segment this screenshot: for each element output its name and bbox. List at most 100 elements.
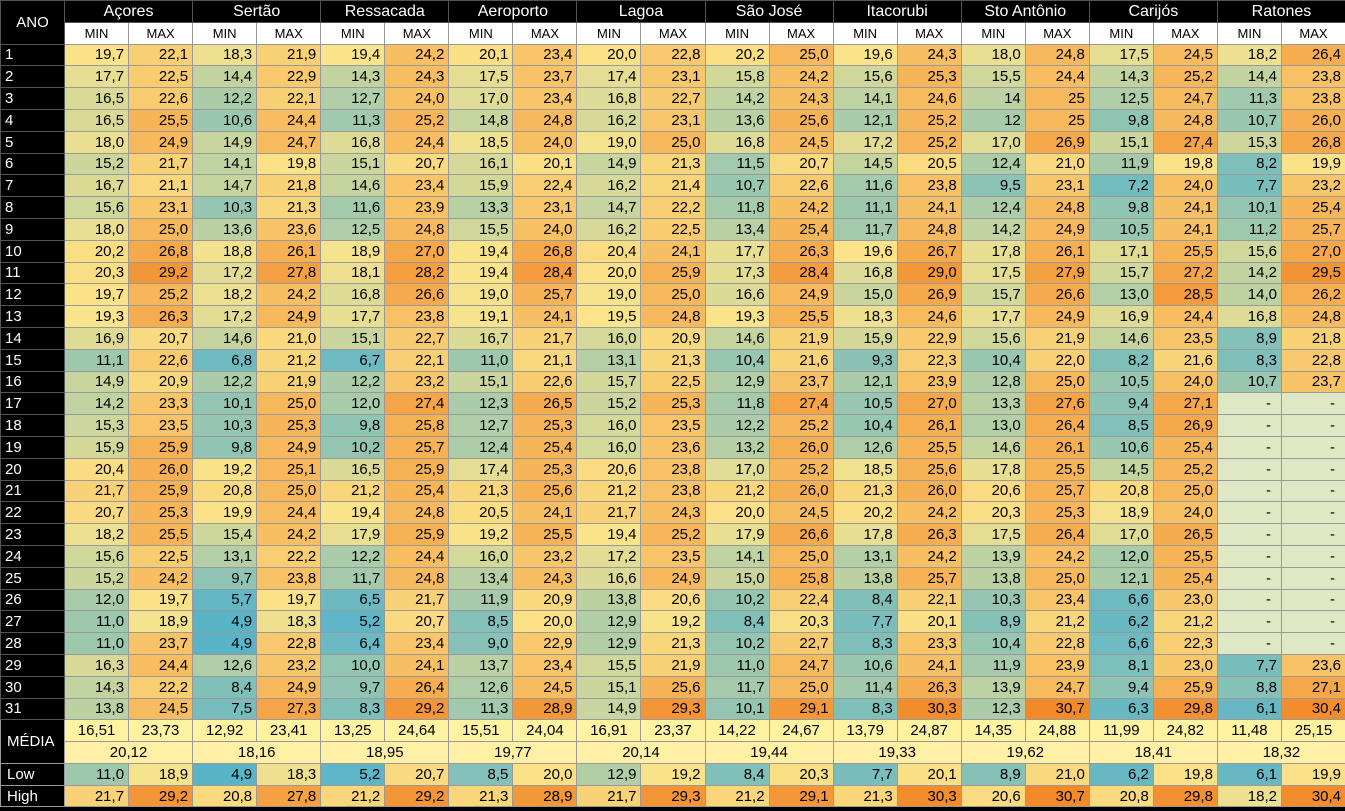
table-cell: 19,7	[63, 283, 130, 307]
table-cell: 25,5	[1024, 457, 1090, 481]
table-cell: 17,7	[960, 305, 1026, 328]
table-cell: 14,0	[1216, 283, 1282, 307]
table-cell: 16,1	[448, 152, 514, 176]
table-cell: 26,9	[1152, 414, 1218, 437]
high-cell: 27,8	[256, 784, 322, 808]
table-cell: 24,0	[384, 87, 450, 110]
table-cell: 11,1	[63, 348, 130, 372]
table-cell: 10,5	[832, 392, 898, 416]
day-label: 1	[0, 43, 65, 67]
high-cell: 21,2	[704, 784, 770, 808]
table-cell: 29,0	[896, 261, 962, 285]
table-cell: 23,4	[1024, 588, 1090, 612]
table-cell: 7,7	[1216, 653, 1282, 677]
table-cell: 12,5	[1088, 87, 1154, 110]
table-cell: 15,4	[192, 523, 258, 546]
table-cell: 10,4	[704, 348, 770, 372]
table-cell: 25,3	[512, 457, 578, 481]
table-row: 27 11,0 18,9 4,9 18,3 5,2 20,7 8,5 20,0 12,9 19,2 8…	[0, 610, 1345, 634]
table-cell: 19,1	[448, 305, 514, 328]
table-cell: 10,5	[1088, 370, 1154, 394]
table-cell: 16,9	[63, 326, 130, 350]
day-label: 11	[0, 261, 65, 285]
table-cell: 19,9	[192, 501, 258, 525]
day-label: 5	[0, 130, 65, 154]
table-cell: 12,9	[704, 370, 770, 394]
table-cell: -	[1216, 544, 1282, 568]
table-cell: 14,7	[576, 196, 642, 219]
table-cell: -	[1280, 610, 1345, 634]
table-cell: 20,3	[960, 501, 1026, 525]
table-cell: 26,9	[896, 283, 962, 307]
table-cell: 17,4	[448, 457, 514, 481]
table-cell: 14,4	[1216, 65, 1282, 89]
table-cell: -	[1280, 544, 1345, 568]
table-cell: 23,2	[256, 653, 322, 677]
table-cell: 24,2	[1024, 544, 1090, 568]
table-cell: 30,7	[1024, 697, 1090, 721]
table-cell: 26,9	[1024, 130, 1090, 154]
table-cell: 12,7	[320, 87, 386, 110]
table-cell: 16,8	[1216, 305, 1282, 328]
table-cell: 14,5	[1088, 457, 1154, 481]
media-cell: 11,48	[1216, 719, 1282, 743]
table-cell: 9,7	[192, 566, 258, 590]
table-cell: 28,4	[768, 261, 834, 285]
table-cell: 28,5	[1152, 283, 1218, 307]
table-cell: 21,3	[832, 479, 898, 503]
table-cell: 12,1	[832, 108, 898, 132]
table-cell: 18,2	[192, 283, 258, 307]
table-cell: 27,4	[1152, 130, 1218, 154]
table-row: 14 16,9 20,7 14,6 21,0 15,1 22,7 16,7 21,7 16,0 20…	[0, 326, 1345, 350]
media-mean-cell: 19,77	[448, 741, 578, 764]
table-cell: 22,2	[256, 544, 322, 568]
media-mean-cell: 18,32	[1216, 741, 1345, 764]
table-cell: 24,0	[512, 217, 578, 241]
table-cell: 24,8	[1280, 305, 1345, 328]
table-cell: 14,1	[832, 87, 898, 110]
table-cell: 25,6	[896, 457, 962, 481]
table-cell: 30,3	[896, 697, 962, 721]
table-cell: 21,6	[768, 348, 834, 372]
table-cell: 15,5	[576, 653, 642, 677]
table-cell: 24,9	[640, 566, 706, 590]
table-cell: 8,2	[1216, 152, 1282, 176]
table-cell: -	[1280, 632, 1345, 655]
table-cell: 12	[960, 108, 1026, 132]
table-cell: 23,7	[768, 370, 834, 394]
min-header: MIN	[448, 21, 514, 45]
table-row: 3 16,5 22,6 12,2 22,1 12,7 24,0 17,0 23,4 16,8 22,…	[0, 87, 1345, 110]
table-cell: 16,8	[320, 130, 386, 154]
table-cell: 6,2	[1088, 610, 1154, 634]
table-cell: 21,3	[256, 196, 322, 219]
table-cell: 19,6	[832, 239, 898, 263]
table-cell: 25,4	[384, 479, 450, 503]
media-label: MÉDIA	[0, 719, 65, 764]
table-cell: 29,2	[128, 261, 194, 285]
table-cell: 17,8	[960, 239, 1026, 263]
high-cell: 30,7	[1024, 784, 1090, 808]
table-cell: 6,8	[192, 348, 258, 372]
table-cell: 25,3	[1024, 501, 1090, 525]
table-cell: 26,1	[896, 414, 962, 437]
table-cell: 23,1	[128, 196, 194, 219]
table-cell: 13,8	[63, 697, 130, 721]
table-cell: 23,8	[256, 566, 322, 590]
table-cell: 18,9	[1088, 501, 1154, 525]
table-cell: 8,1	[1088, 653, 1154, 677]
table-cell: 21,0	[1024, 152, 1090, 176]
min-header: MIN	[576, 21, 642, 45]
table-cell: 17,2	[192, 305, 258, 328]
station-header: Aeroporto	[448, 0, 578, 23]
table-cell: 11,5	[704, 152, 770, 176]
low-cell: 12,9	[576, 762, 642, 786]
table-cell: 15,3	[1216, 130, 1282, 154]
table-cell: 19,4	[448, 261, 514, 285]
table-row: 6 15,2 21,7 14,1 19,8 15,1 20,7 16,1 20,1 14,9 21,…	[0, 152, 1345, 176]
table-cell: 20,5	[896, 152, 962, 176]
table-cell: 22,8	[256, 632, 322, 655]
table-cell: 10,7	[704, 174, 770, 198]
table-cell: 21,2	[320, 479, 386, 503]
table-cell: 27,2	[1152, 261, 1218, 285]
